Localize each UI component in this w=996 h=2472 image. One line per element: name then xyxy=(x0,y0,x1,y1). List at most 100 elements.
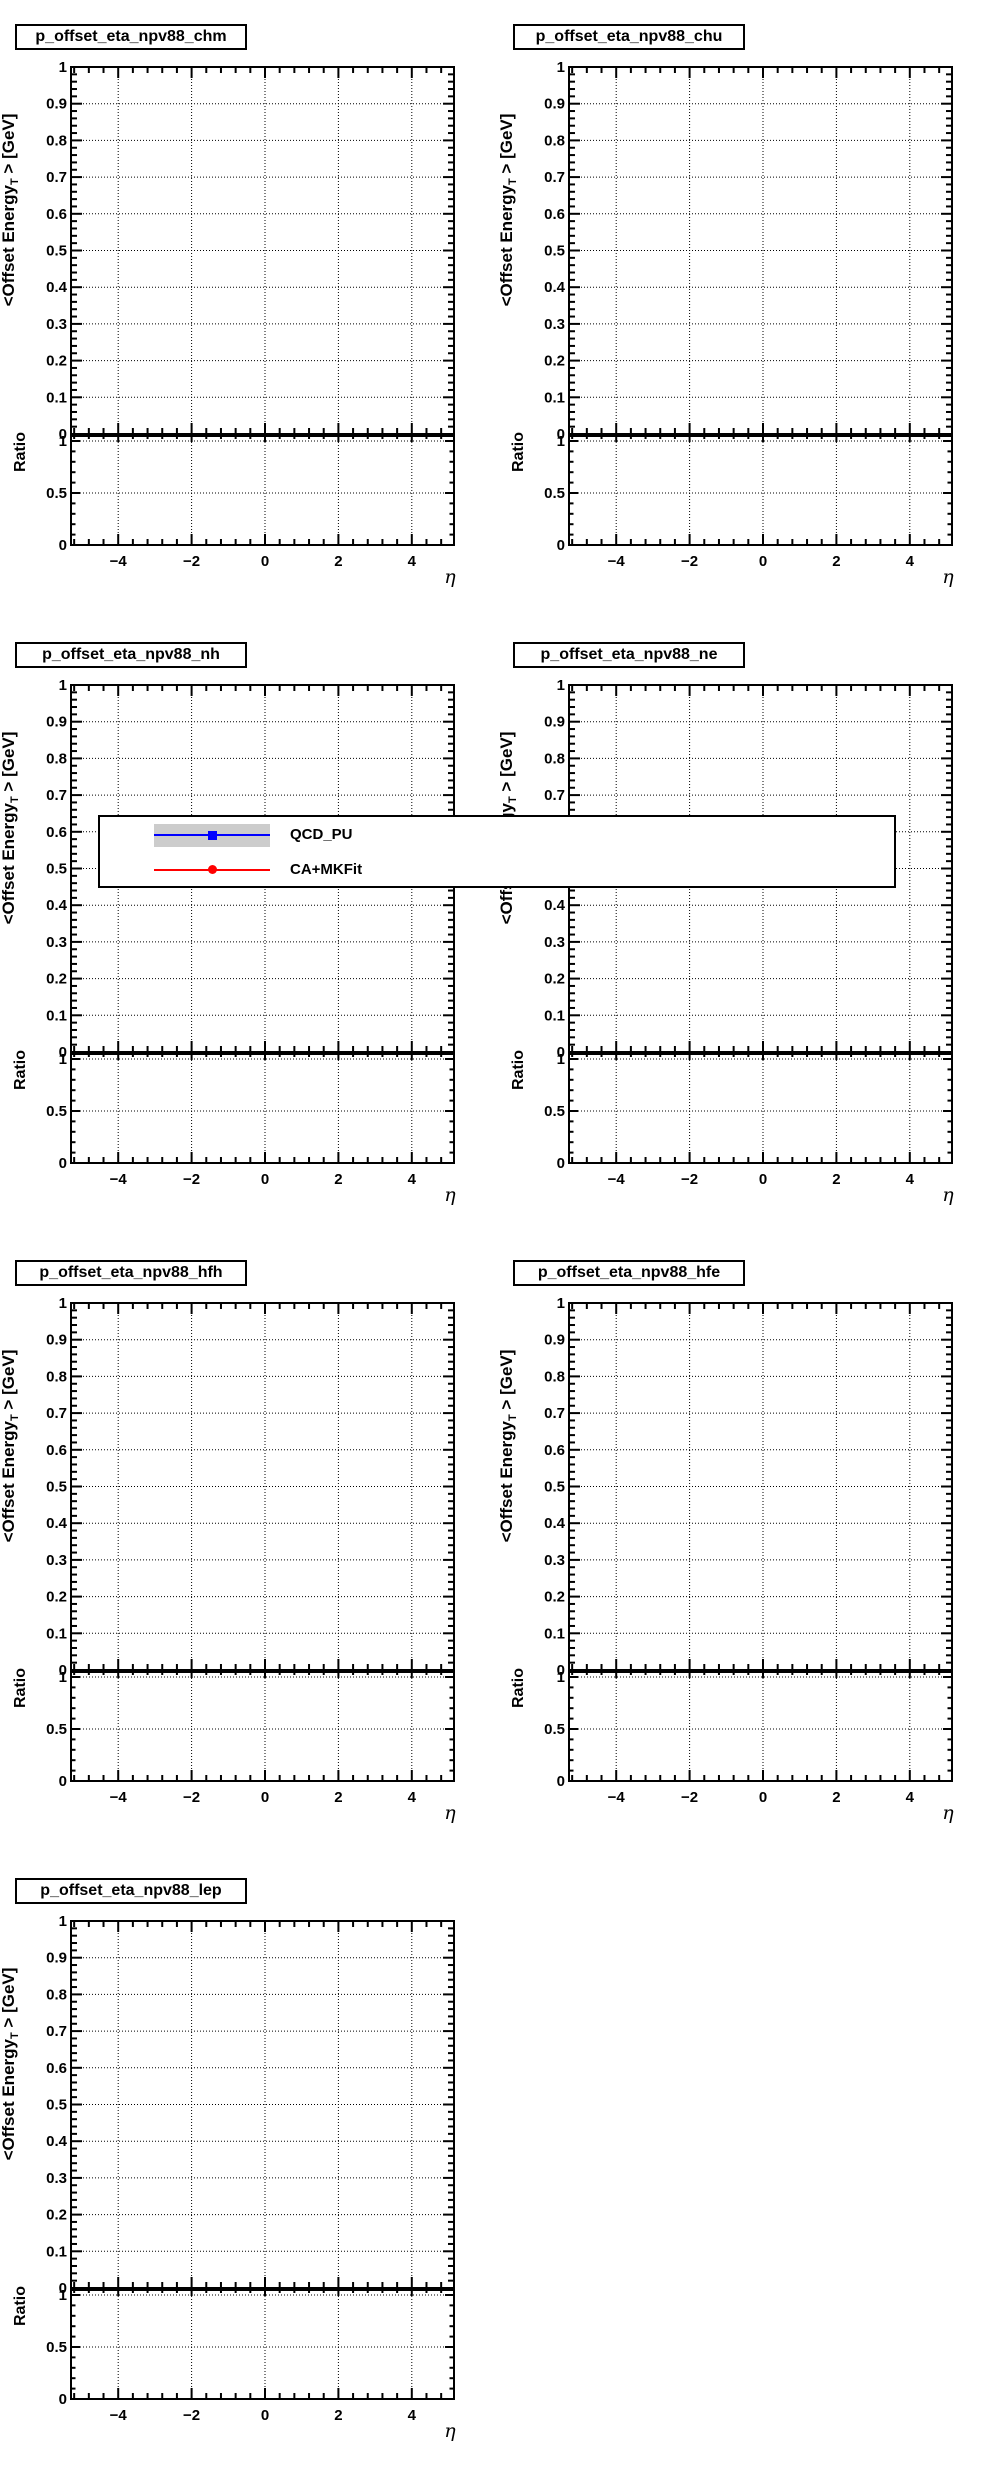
panel-p_offset_eta_npv88_lep: 0 0.1 0.2 0.3 0.4 0.5 0.6 0.7 0.8 0.9 1 0 0.5 1 −4 −2 0 2… xyxy=(0,1854,498,2472)
x-axis-title: η xyxy=(942,1802,954,1824)
panel-title: p_offset_eta_npv88_nh xyxy=(15,642,247,668)
ratio-tick-label: 0.5 xyxy=(46,485,67,502)
x-tick-label: −2 xyxy=(681,553,698,570)
y-tick-label: 0.6 xyxy=(46,206,67,223)
y-axis-title: <Offset EnergyT > [GeV] xyxy=(498,1350,519,1543)
ratio-tick-label: 0 xyxy=(557,537,565,554)
ratio-tick-label: 0.5 xyxy=(544,1103,565,1120)
plot-frames xyxy=(568,1302,953,1782)
x-tick-label: −4 xyxy=(110,553,128,570)
x-tick-label: 2 xyxy=(832,553,840,570)
x-tick-label: 0 xyxy=(759,553,767,570)
y-tick-label: 0.5 xyxy=(544,1479,565,1496)
grid-lines xyxy=(71,67,454,545)
y-tick-label: 0.2 xyxy=(46,2207,67,2224)
y-tick-label: 0.9 xyxy=(46,714,67,731)
axis-ticks xyxy=(569,1302,952,1782)
axis-ticks xyxy=(569,684,952,1164)
y-tick-label: 0.7 xyxy=(46,2023,67,2040)
ratio-tick-label: 0 xyxy=(59,1773,67,1790)
ratio-tick-label: 1 xyxy=(59,1051,67,1068)
y-tick-label: 0.3 xyxy=(46,316,67,333)
y-tick-label: 0.7 xyxy=(544,787,565,804)
plot-frames xyxy=(70,1920,455,2400)
axis-labels: 00.10.20.30.40.50.60.70.80.9100.51−4−202… xyxy=(498,677,954,1206)
x-tick-label: 4 xyxy=(906,553,915,570)
y-tick-label: 0.2 xyxy=(46,971,67,988)
ratio-tick-label: 0 xyxy=(59,1155,67,1172)
y-axis-title-subscript: T xyxy=(9,1414,21,1421)
y-axis-title-text: > [GeV] xyxy=(498,114,516,179)
axis-ticks xyxy=(71,684,454,1164)
axis-ticks xyxy=(71,1920,454,2400)
y-tick-label: 1 xyxy=(59,677,67,694)
x-tick-label: 4 xyxy=(408,2407,417,2424)
x-axis-title: η xyxy=(444,2420,456,2442)
y-axis-title-subscript: T xyxy=(9,796,21,803)
x-tick-label: −4 xyxy=(110,2407,128,2424)
y-axis-title-text: > [GeV] xyxy=(0,1968,18,2033)
x-tick-label: 4 xyxy=(906,1171,915,1188)
ratio-axis-title: Ratio xyxy=(510,1050,527,1090)
y-tick-label: 0.4 xyxy=(46,279,68,296)
x-tick-label: −4 xyxy=(608,553,626,570)
y-axis-title: <Offset EnergyT > [GeV] xyxy=(498,114,519,307)
ratio-plot-frame xyxy=(70,1053,455,1164)
y-axis-title-text: > [GeV] xyxy=(0,1350,18,1415)
axis-ticks xyxy=(71,66,454,546)
y-tick-label: 0.7 xyxy=(46,1405,67,1422)
axis-ticks xyxy=(71,1302,454,1782)
y-tick-label: 0.8 xyxy=(46,132,67,149)
y-tick-label: 0.9 xyxy=(544,714,565,731)
panel-title: p_offset_eta_npv88_lep xyxy=(15,1878,247,1904)
x-tick-label: 0 xyxy=(759,1171,767,1188)
y-tick-label: 0.2 xyxy=(46,1589,67,1606)
y-axis-title-text: > [GeV] xyxy=(498,1350,516,1415)
qcd-pu-square-marker xyxy=(208,831,217,840)
y-axis-title-subscript: T xyxy=(507,1414,519,1421)
ratio-tick-label: 0.5 xyxy=(544,485,565,502)
panel-p_offset_eta_npv88_ne: 00.10.20.30.40.50.60.70.80.9100.51−4−202… xyxy=(498,618,996,1236)
y-tick-label: 0.8 xyxy=(46,1986,67,2003)
y-axis-title-subscript: T xyxy=(507,796,519,803)
plot-frames xyxy=(70,66,455,546)
panel-p_offset_eta_npv88_hfh: 0 0.1 0.2 0.3 0.4 0.5 0.6 0.7 0.8 0.9 1 0 0.5 1 −4 −2 0 2… xyxy=(0,1236,498,1854)
x-tick-label: −2 xyxy=(183,553,200,570)
plot-area-svg: 00.10.20.30.40.50.60.70.80.9100.51−4−202… xyxy=(498,677,954,1206)
ratio-tick-label: 0 xyxy=(59,2391,67,2408)
y-tick-label: 0.7 xyxy=(544,169,565,186)
panel-p_offset_eta_npv88_chm: 0 0.1 0.2 0.3 0.4 0.5 0.6 0.7 0.8 0.9 1 0 0.5 1 −4 −2 0 2… xyxy=(0,0,498,618)
y-axis-title: <Offset EnergyT > [GeV] xyxy=(0,1968,21,2161)
y-tick-label: 0 xyxy=(59,1044,67,1061)
y-axis-title-text: > [GeV] xyxy=(498,732,516,797)
y-tick-label: 0 xyxy=(59,426,67,443)
y-tick-label: 1 xyxy=(557,1295,565,1312)
x-tick-label: 0 xyxy=(759,1789,767,1806)
ratio-tick-label: 0.5 xyxy=(544,1721,565,1738)
y-tick-label: 0.1 xyxy=(544,1007,565,1024)
ratio-axis-title: Ratio xyxy=(12,1050,29,1090)
ratio-plot-frame xyxy=(70,1671,455,1782)
legend: QCD_PU CA+MKFit xyxy=(98,815,896,888)
y-tick-label: 0.5 xyxy=(46,2097,67,2114)
x-tick-label: −2 xyxy=(183,1171,200,1188)
y-tick-label: 0.3 xyxy=(544,316,565,333)
x-tick-label: 0 xyxy=(261,1171,269,1188)
y-tick-label: 0.9 xyxy=(544,96,565,113)
y-tick-label: 0.8 xyxy=(544,132,565,149)
y-tick-label: 0.5 xyxy=(46,861,67,878)
ratio-tick-label: 1 xyxy=(557,1669,565,1686)
plot-frames xyxy=(70,1302,455,1782)
y-tick-label: 0.4 xyxy=(544,897,566,914)
grid-lines xyxy=(569,67,952,545)
y-tick-label: 0.1 xyxy=(46,1625,67,1642)
panel-p_offset_eta_npv88_nh: 0 0.1 0.2 0.3 0.4 0.5 0.6 0.7 0.8 0.9 1 0 0.5 1 −4 −2 0 2… xyxy=(0,618,498,1236)
y-tick-label: 0.6 xyxy=(544,206,565,223)
panel-title: p_offset_eta_npv88_chu xyxy=(513,24,745,50)
axis-ticks xyxy=(569,66,952,546)
x-tick-label: −2 xyxy=(183,1789,200,1806)
